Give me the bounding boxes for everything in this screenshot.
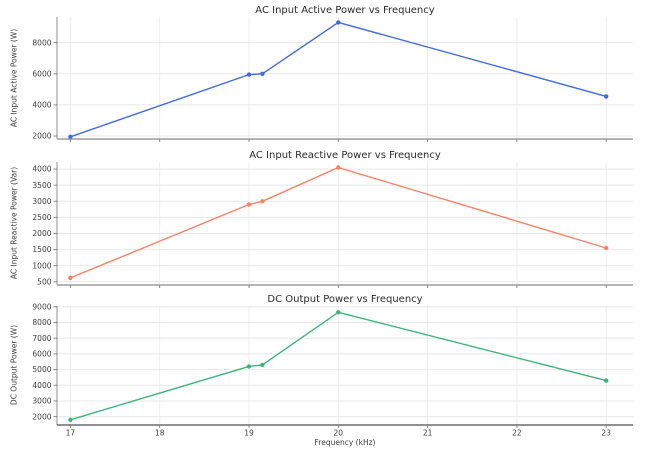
chart1-y-axis-label: AC Input Active Power (W) [9, 28, 19, 128]
data-point [260, 71, 265, 77]
x-tick-label: 23 [601, 429, 611, 438]
y-tick-label: 2000 [32, 229, 51, 238]
x-tick-label: 20 [334, 429, 344, 438]
chart3-y-axis-label: DC Output Power (W) [9, 324, 19, 406]
y-tick-label: 6000 [32, 69, 51, 78]
data-point [68, 275, 73, 281]
y-tick-label: 1000 [32, 261, 51, 270]
x-tick-label: 22 [512, 429, 522, 438]
y-tick-label: 9000 [32, 302, 51, 311]
y-tick-label: 6000 [32, 349, 51, 358]
y-tick-label: 7000 [32, 334, 51, 343]
x-tick-label: 21 [423, 429, 433, 438]
y-tick-label: 3000 [32, 397, 51, 406]
data-point [246, 364, 252, 369]
data-point [336, 20, 341, 25]
data-point [246, 202, 252, 207]
chart2-title: AC Input Reactive Power vs Frequency [249, 150, 441, 161]
subplot-3: 2000 3000 4000 5000 6000 7000 8000 9000 17 18 19 20… [32, 302, 633, 438]
x-tick-label: 18 [155, 429, 165, 438]
x-tick-label: 19 [244, 429, 254, 438]
y-tick-label: 4000 [32, 101, 51, 110]
data-point [604, 378, 609, 383]
data-point [604, 245, 609, 251]
y-tick-label: 4000 [32, 381, 51, 390]
chart3-title: DC Output Power vs Frequency [267, 294, 423, 305]
y-tick-label: 3000 [32, 197, 51, 206]
data-point [68, 134, 73, 139]
data-point [246, 72, 252, 77]
chart1-title: AC Input Active Power vs Frequency [255, 5, 435, 16]
y-tick-label: 2000 [32, 412, 51, 421]
data-point [336, 165, 341, 170]
data-point [68, 417, 73, 422]
data-point [260, 199, 265, 204]
y-tick-label: 500 [37, 277, 52, 286]
data-point [260, 362, 265, 368]
data-point [604, 94, 609, 99]
x-tick-label: 17 [66, 429, 76, 438]
y-tick-label: 3500 [32, 181, 51, 190]
data-point [336, 310, 341, 315]
y-tick-label: 5000 [32, 365, 51, 374]
subplot-2: 500 1000 1500 2000 2500 3000 3500 4000 [32, 162, 633, 288]
subplot-1: 2000 4000 6000 8000 [32, 17, 633, 142]
y-tick-label: 4000 [32, 165, 51, 174]
y-tick-label: 1500 [32, 245, 51, 254]
y-tick-label: 8000 [32, 38, 51, 47]
y-tick-label: 2500 [32, 213, 51, 222]
chart2-y-axis-label: AC Input Reactive Power (Var) [9, 166, 19, 280]
y-tick-label: 8000 [32, 318, 51, 327]
y-tick-label: 2000 [32, 132, 51, 141]
x-axis-label: Frequency (kHz) [314, 438, 376, 447]
